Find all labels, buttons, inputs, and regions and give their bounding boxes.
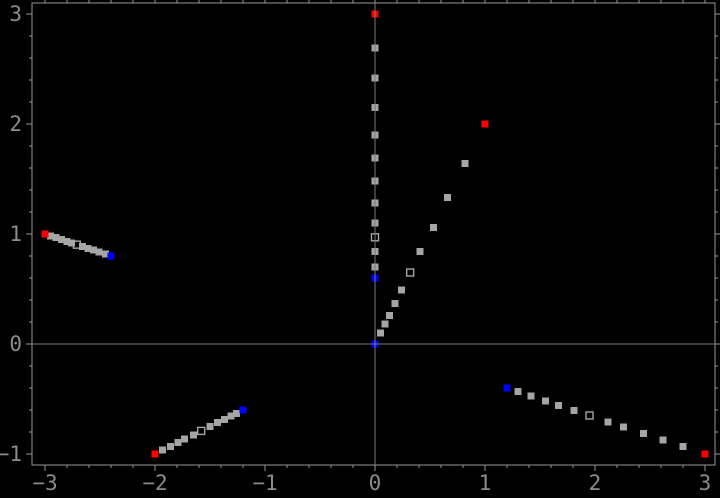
trail-point [227, 412, 235, 420]
x-tick-label: −2 [142, 471, 167, 495]
trail-point [429, 223, 437, 231]
trail-point-open [405, 268, 415, 277]
trail-point [57, 236, 65, 243]
trail-point [78, 242, 86, 250]
end-point [107, 252, 115, 260]
trail-point [232, 409, 240, 417]
start-point [481, 120, 489, 128]
trail-point [570, 406, 578, 414]
trail-point [220, 415, 228, 423]
x-tick-label: 1 [479, 471, 492, 495]
end-point [503, 384, 511, 392]
end-point [239, 406, 247, 414]
x-tick-label: 3 [699, 471, 712, 495]
trail-point-open [196, 426, 206, 436]
y-tick-label: 2 [9, 112, 22, 136]
trail-point [385, 311, 393, 319]
trail-point [555, 401, 563, 409]
trail-point [514, 388, 522, 396]
trail-point [166, 442, 174, 450]
trail-point [416, 248, 424, 256]
y-tick-label: 0 [9, 332, 22, 356]
trail-point [174, 438, 182, 446]
y-tick-label: −1 [0, 442, 22, 466]
trail-point [604, 418, 612, 426]
trail-point [52, 234, 60, 242]
start-point [41, 230, 49, 238]
trail-point [84, 244, 92, 252]
trail-point [189, 431, 197, 439]
x-tick-label: 0 [369, 471, 382, 495]
trail-point [391, 299, 399, 307]
x-tick-label: 2 [589, 471, 602, 495]
trail-point [527, 392, 535, 400]
trail-point [397, 286, 405, 294]
trail-point [679, 443, 687, 451]
trail-point [659, 436, 667, 444]
trail-point [376, 329, 384, 337]
trail-point [159, 446, 167, 454]
trail-point [101, 250, 109, 258]
trail-point [381, 320, 389, 328]
trail-point-open [585, 411, 594, 420]
trail-point [620, 423, 628, 431]
trail-point [89, 246, 97, 254]
trail-point [206, 423, 214, 430]
x-tick-label: −3 [32, 471, 57, 495]
trail-point [181, 435, 189, 443]
trail-point [541, 397, 549, 405]
trail-point [63, 237, 71, 245]
trail-point [46, 232, 54, 240]
y-tick-label: 3 [9, 2, 22, 26]
trail-point [444, 194, 452, 202]
trail-point [461, 160, 469, 168]
trail-point [95, 248, 103, 256]
trail-point [639, 429, 647, 437]
y-tick-label: 1 [9, 222, 22, 246]
x-tick-label: −1 [252, 471, 277, 495]
trail-point [67, 239, 75, 247]
start-point [151, 450, 159, 458]
trail-point [214, 419, 222, 427]
start-point [701, 450, 709, 458]
